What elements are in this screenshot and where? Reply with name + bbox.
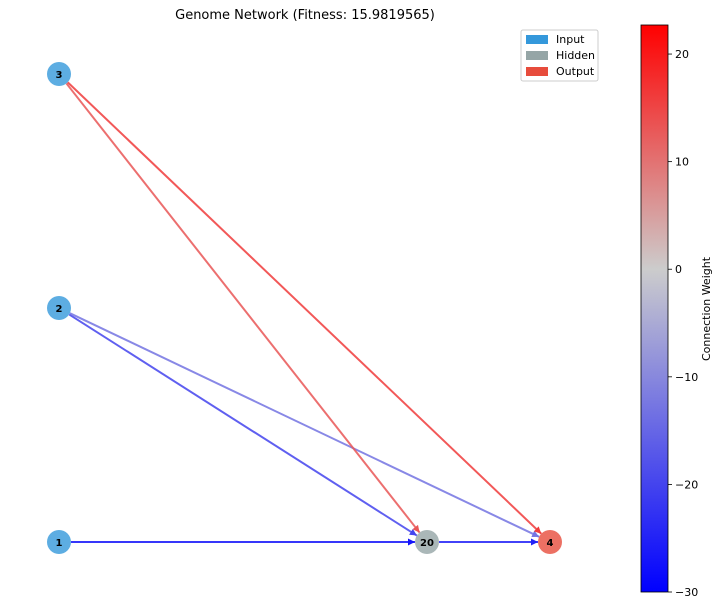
edge-2-20	[68, 313, 418, 537]
node-2: 2	[47, 296, 71, 320]
node-circle	[47, 62, 71, 86]
node-label: 4	[547, 538, 554, 549]
colorbar-gradient	[640, 24, 669, 593]
node-20: 20	[415, 530, 439, 554]
edge-arrowhead	[533, 526, 542, 534]
legend: Input Hidden Output	[520, 29, 599, 82]
legend-label: Output	[556, 65, 595, 78]
node-label: 3	[56, 70, 63, 81]
node-circle	[47, 296, 71, 320]
edge-20-4	[439, 538, 538, 546]
colorbar-tick-label: −20	[675, 478, 698, 491]
edges	[65, 81, 543, 546]
edge-1-20	[71, 538, 415, 546]
colorbar-tick-label: 10	[675, 156, 689, 169]
edge-3-20	[65, 82, 421, 534]
edge-arrowhead	[408, 538, 415, 546]
edge-arrowhead	[409, 528, 417, 536]
legend-swatch	[526, 35, 548, 44]
legend-label: Input	[556, 33, 585, 46]
edge-arrowhead	[412, 524, 420, 533]
legend-label: Hidden	[556, 49, 595, 62]
legend-swatch	[526, 67, 548, 76]
node-circle	[415, 530, 439, 554]
chart-title: Genome Network (Fitness: 15.9819565)	[175, 8, 435, 23]
edge-arrowhead	[531, 530, 540, 537]
node-circle	[538, 530, 562, 554]
node-3: 3	[47, 62, 71, 86]
legend-item-hidden: Hidden	[526, 49, 595, 62]
node-4: 4	[538, 530, 562, 554]
colorbar-label: Connection Weight	[700, 256, 713, 361]
colorbar-tick-label: 0	[675, 263, 682, 276]
colorbar-tick-label: −10	[675, 371, 698, 384]
node-circle	[47, 530, 71, 554]
node-label: 2	[56, 304, 63, 315]
nodes: 3 2 1 20 4	[47, 62, 562, 554]
legend-item-output: Output	[526, 65, 595, 78]
node-1: 1	[47, 530, 71, 554]
node-label: 20	[420, 538, 434, 549]
legend-swatch	[526, 51, 548, 60]
colorbar-tick-label: −30	[675, 586, 698, 599]
edge-arrowhead	[531, 538, 538, 546]
node-label: 1	[56, 538, 63, 549]
colorbar-tick-label: 20	[675, 48, 689, 61]
edge-3-4	[66, 81, 543, 535]
edge-2-4	[69, 312, 540, 538]
legend-item-input: Input	[526, 33, 585, 46]
colorbar: 20 10 0 −10 −20 −30 Connection Weight	[640, 24, 713, 599]
